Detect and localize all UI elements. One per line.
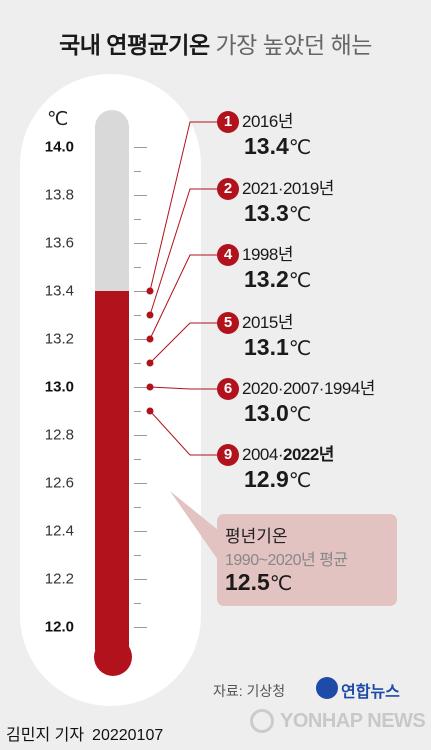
tick-mark [134,291,147,292]
leader-line [149,254,217,340]
tick-mark [134,579,147,580]
normal-title: 평년기온 [225,527,288,546]
unit-label: ℃ [47,109,69,130]
page-title: 국내 연평균기온 가장 높았던 해는 [0,26,431,60]
record-temp: 13.1℃ [244,334,312,360]
tick-mark [134,267,141,268]
tick-label: 13.0 [44,378,74,396]
tick-mark [134,219,141,220]
record-years: 2004·2022년 [242,445,334,464]
tick-label: 12.2 [44,570,74,588]
record-years: 2020·2007·1994년 [242,379,375,398]
tick-label: 12.6 [44,474,74,492]
normal-pointer [170,491,218,560]
source-text: 자료: 기상청 [213,683,286,699]
tick-label: 12.8 [44,426,74,444]
record-temp: 12.9℃ [244,466,312,492]
tick-mark [134,435,147,436]
record-years: 2021·2019년 [242,179,334,198]
tick-mark [134,339,147,340]
record-temp: 13.0℃ [244,400,312,426]
tick-mark [134,627,147,628]
tick-label: 13.8 [44,186,74,204]
tick-mark [134,147,147,148]
tick-mark [134,195,147,196]
leader-line [149,322,217,364]
tick-label: 12.4 [44,522,74,540]
normal-temp-box: 평년기온 1990~2020년 평균 12.5℃ [217,514,397,606]
record-dot [146,311,154,319]
record-temp: 13.4℃ [244,133,312,159]
title-bold: 국내 연평균기온 [59,32,210,58]
tick-mark [134,315,141,316]
tick-label: 14.0 [44,138,74,156]
normal-temp-value: 12.5 [225,569,270,595]
leader-line [149,121,217,292]
tick-label: 13.6 [44,234,74,252]
rank-badge: 2 [217,178,239,200]
title-light: 가장 높았던 해는 [215,32,373,58]
logo-text: 연합뉴스 [341,684,400,701]
rank-badge: 1 [217,111,239,133]
thermometer-bulb [94,638,132,676]
tick-mark [134,411,141,412]
tick-mark [134,507,141,508]
leader-line [149,386,217,390]
normal-temp-unit: ℃ [269,573,293,595]
yonhap-logo-icon [316,677,338,699]
watermark: YONHAP NEWS [250,708,430,738]
leader-line [149,410,217,456]
tick-mark [134,555,141,556]
byline-author: 김민지 기자 [6,727,85,744]
record-years: 2015년 [242,313,293,332]
normal-temp: 12.5℃ [225,569,292,596]
record-dot [146,383,154,391]
record-temp: 13.2℃ [244,266,312,292]
rank-badge: 9 [217,444,239,466]
thermometer-fill [95,291,129,650]
record-years: 1998년 [242,245,293,264]
record-dot [146,359,154,367]
record-years: 2016년 [242,112,293,131]
tick-mark [134,459,141,460]
record-temp: 13.3℃ [244,200,312,226]
tick-mark [134,171,141,172]
rank-badge: 4 [217,244,239,266]
tick-mark [134,603,141,604]
tick-mark [134,483,147,484]
watermark-ring-icon [250,709,274,733]
byline-date: 20220107 [92,727,164,744]
tick-mark [134,531,147,532]
tick-mark [134,243,147,244]
byline: 김민지 기자 20220107 [6,721,163,745]
tick-label: 13.4 [44,282,74,300]
leader-line [149,188,217,316]
record-dot [146,335,154,343]
tick-mark [134,363,141,364]
record-dot [146,407,154,415]
record-dot [146,287,154,295]
normal-period: 1990~2020년 평균 [225,552,348,569]
tick-label: 13.2 [44,330,74,348]
tick-label: 12.0 [44,618,74,636]
tick-mark [134,387,147,388]
watermark-text: YONHAP NEWS [280,710,426,732]
rank-badge: 5 [217,312,239,334]
rank-badge: 6 [217,378,239,400]
